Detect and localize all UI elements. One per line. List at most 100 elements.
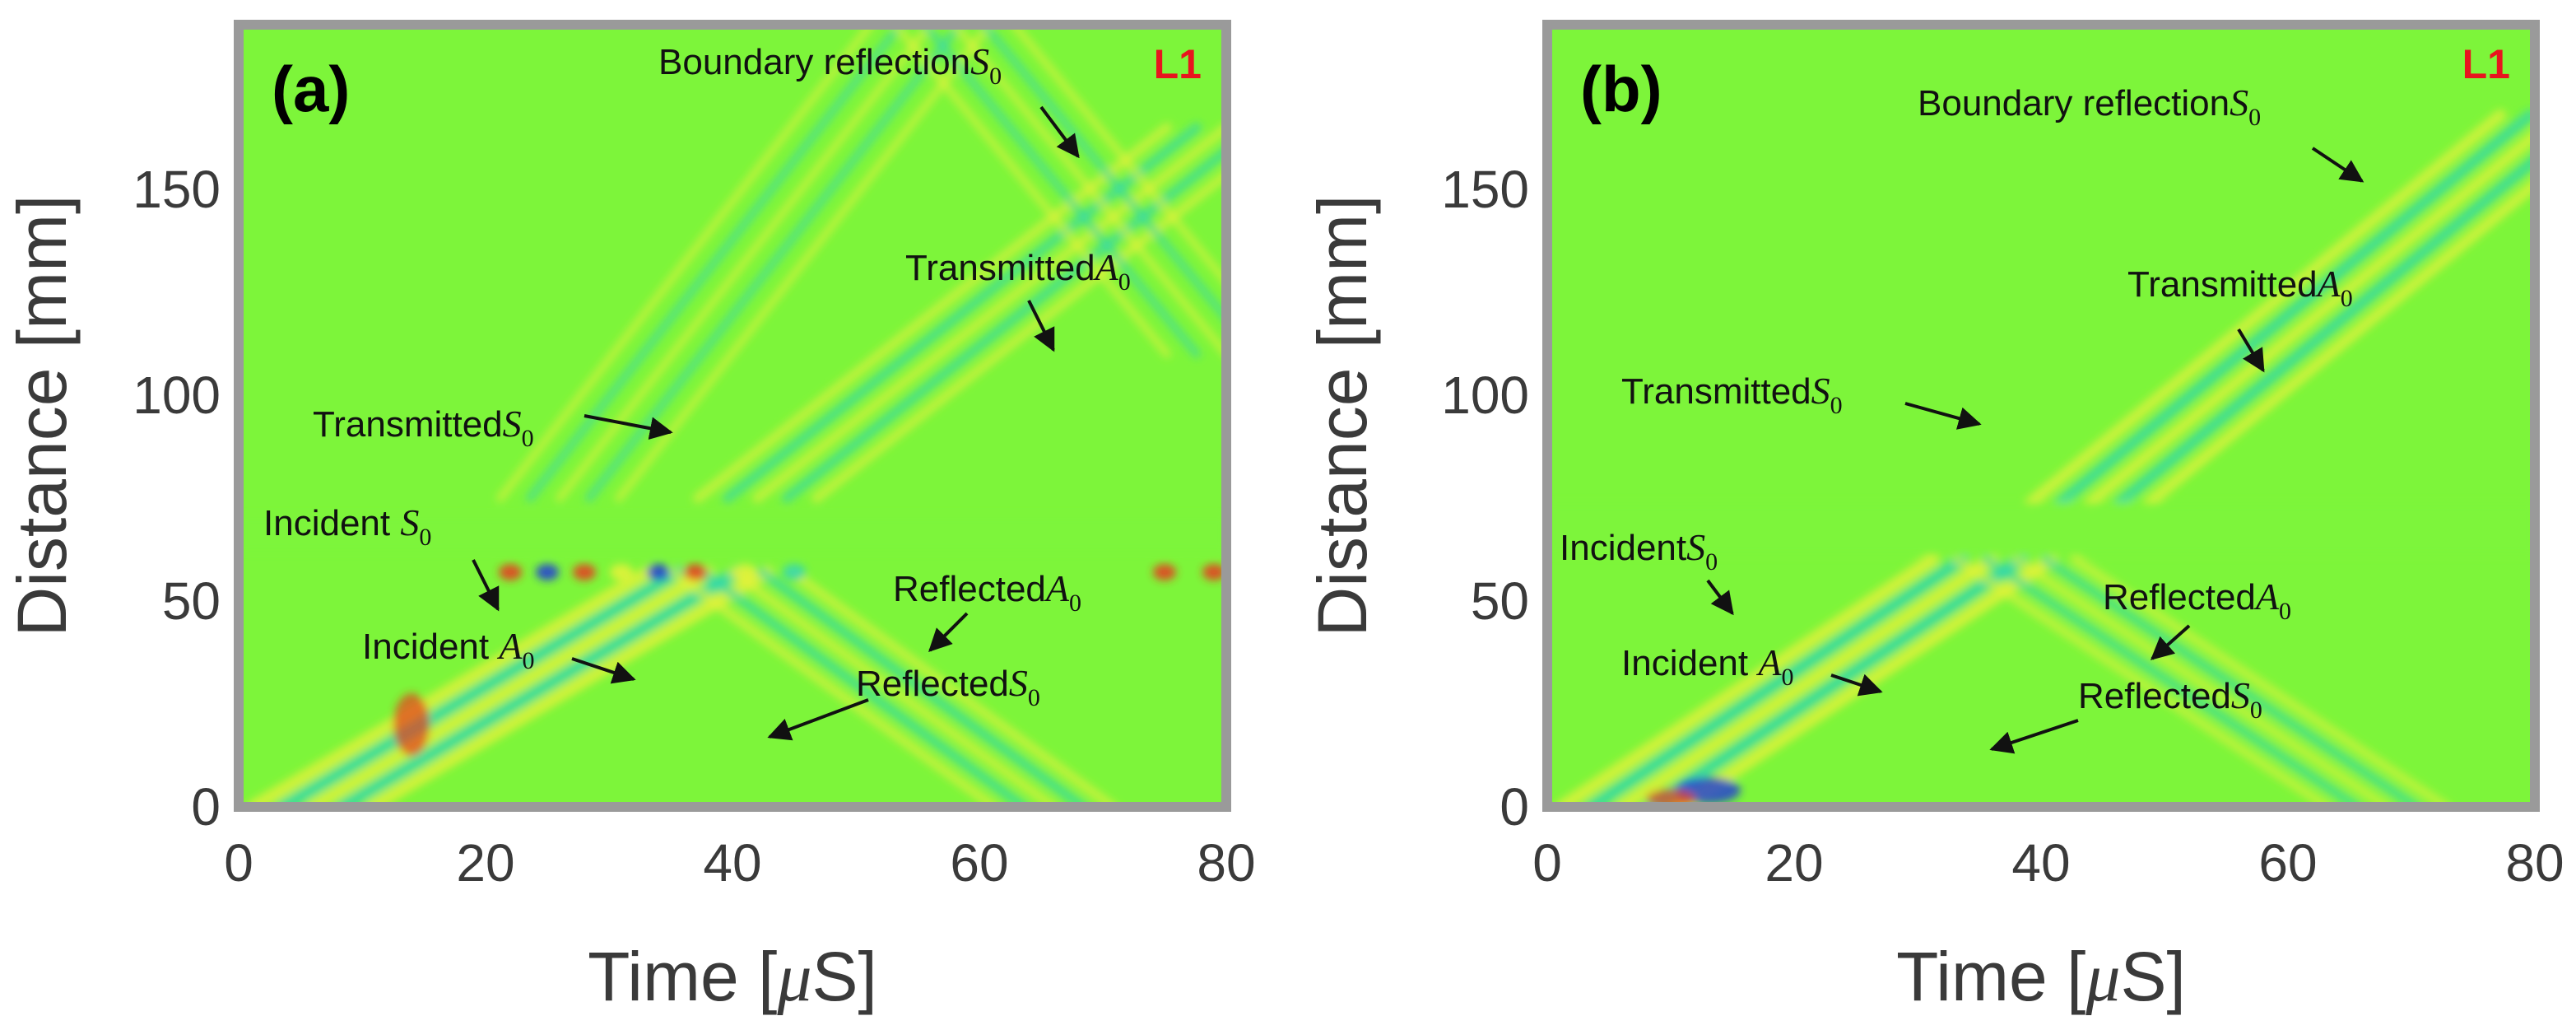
incident-wave-band <box>247 566 655 807</box>
reflected-wave-band <box>757 567 1088 807</box>
wave-field <box>239 25 1226 807</box>
transmitted-a0-band <box>2144 177 2535 508</box>
annotation-label: ReflectedA0 <box>893 567 1081 617</box>
transmitted-a0-band <box>2085 128 2535 508</box>
x-tick-label: 40 <box>703 833 761 893</box>
x-tick-label: 40 <box>2011 833 2070 893</box>
annotation: TransmittedA0 <box>905 246 1131 352</box>
x-tick-label: 20 <box>1765 833 1823 893</box>
annotation-label: ReflectedA0 <box>2103 576 2291 625</box>
annotation-label: Boundary reflectionS0 <box>658 40 1002 90</box>
annotation-arrow <box>1039 105 1080 159</box>
annotation-label: Boundary reflectionS0 <box>1918 82 2261 131</box>
plot-frame <box>234 20 1231 812</box>
x-tick-label: 20 <box>456 833 514 893</box>
plot-frame <box>1542 20 2540 812</box>
panel-label: (a) <box>272 53 350 125</box>
annotation-arrow <box>928 612 969 652</box>
annotation-arrow <box>571 657 636 684</box>
reflected-wave-band <box>1982 555 2362 807</box>
annotation-label: TransmittedA0 <box>905 246 1131 296</box>
annotation: TransmittedS0 <box>313 403 673 452</box>
x-axis-label: Time [μS] <box>1896 938 2186 1016</box>
reflected-wave-band <box>2071 555 2451 807</box>
y-axis-label: Distance [mm] <box>3 195 81 637</box>
interface-blob <box>647 564 670 580</box>
incident-wave-band <box>306 566 714 807</box>
incident-wave-band <box>365 566 774 807</box>
y-tick-label: 0 <box>191 777 221 837</box>
corner-label: L1 <box>2462 41 2510 87</box>
x-tick-label: 80 <box>1197 833 1255 893</box>
annotation: ReflectedA0 <box>893 567 1081 652</box>
annotation-arrow <box>472 559 500 612</box>
annotation: Boundary reflectionS0 <box>1918 82 2364 183</box>
interface-blob <box>1153 564 1176 580</box>
annotation: Incident A0 <box>362 625 636 684</box>
y-tick-label: 100 <box>133 366 221 425</box>
reflected-wave-band <box>1952 555 2332 807</box>
x-axis-label: Time [μS] <box>588 938 877 1016</box>
transmitted-s0-band <box>556 25 934 502</box>
boundary-reflection-band <box>1010 25 1226 289</box>
y-tick-label: 0 <box>1500 777 1529 837</box>
annotation-arrow <box>767 698 869 741</box>
incident-wave-band <box>277 566 685 807</box>
annotation-label: TransmittedS0 <box>1621 370 1843 419</box>
interface-gap <box>239 515 1226 552</box>
annotation-label: Incident S0 <box>263 501 431 551</box>
annotation-label: Incident A0 <box>1621 641 1793 691</box>
annotation-arrow <box>1706 579 1734 616</box>
y-tick-label: 150 <box>133 160 221 219</box>
annotation: ReflectedA0 <box>2103 576 2291 660</box>
annotation: TransmittedS0 <box>1621 370 1982 430</box>
interface-blob <box>733 564 756 580</box>
annotation: ReflectedS0 <box>767 662 1040 741</box>
interface-gap <box>1547 502 2535 556</box>
interface-blob <box>536 564 559 580</box>
annotation: ReflectedS0 <box>1989 674 2262 754</box>
reflected-wave-band <box>2041 555 2421 807</box>
x-tick-label: 60 <box>950 833 1008 893</box>
transmitted-s0-band <box>526 25 904 502</box>
interface-blob <box>610 564 633 580</box>
wave-field <box>1547 110 2535 807</box>
annotation-arrow <box>2311 147 2364 183</box>
x-tick-label: 80 <box>2505 833 2564 893</box>
y-tick-label: 50 <box>1471 571 1529 631</box>
interface-blob <box>783 564 806 580</box>
y-axis-label: Distance [mm] <box>1304 195 1381 637</box>
reflected-wave-band <box>728 567 1058 807</box>
boundary-reflection-band <box>980 25 1226 325</box>
incident-wave-band <box>1555 553 1939 807</box>
annotation-label: IncidentS0 <box>1560 526 1718 576</box>
x-tick-label: 0 <box>224 833 253 893</box>
transmitted-s0-band <box>615 25 993 502</box>
incident-wave-band <box>1585 553 1969 807</box>
incident-wave-band <box>1615 553 1998 807</box>
transmitted-a0-band <box>2114 152 2535 508</box>
annotation-arrow <box>584 414 673 440</box>
interface-blob <box>1202 564 1225 580</box>
annotation-label: TransmittedA0 <box>2127 263 2353 312</box>
source-blob <box>393 693 430 756</box>
interface-blob <box>499 564 522 580</box>
corner-label: L1 <box>1154 41 1202 87</box>
panel-b: 0 20 40 60 80 0 50 100 150 Time [μS] Distance [mm]… <box>1304 20 2564 1016</box>
boundary-reflection-band <box>921 25 1201 358</box>
annotation-label: Incident A0 <box>362 625 534 674</box>
transmitted-s0-band <box>496 25 875 502</box>
transmitted-a0-band <box>2025 110 2506 508</box>
annotation-arrow <box>2150 624 2191 660</box>
panel-a: 0 20 40 60 80 0 50 100 150 Time [μS] Distance [mm]… <box>3 20 1256 1016</box>
heatmap-background <box>1547 25 2535 807</box>
reflected-wave-band <box>698 567 1029 807</box>
y-tick-label: 150 <box>1441 160 1529 219</box>
annotation-label: ReflectedS0 <box>856 662 1040 711</box>
y-tick-label: 50 <box>162 571 221 631</box>
incident-wave-band <box>336 566 744 807</box>
annotation: Incident S0 <box>263 501 500 612</box>
annotation-arrow <box>1989 719 2079 754</box>
y-tick-label: 100 <box>1441 366 1529 425</box>
